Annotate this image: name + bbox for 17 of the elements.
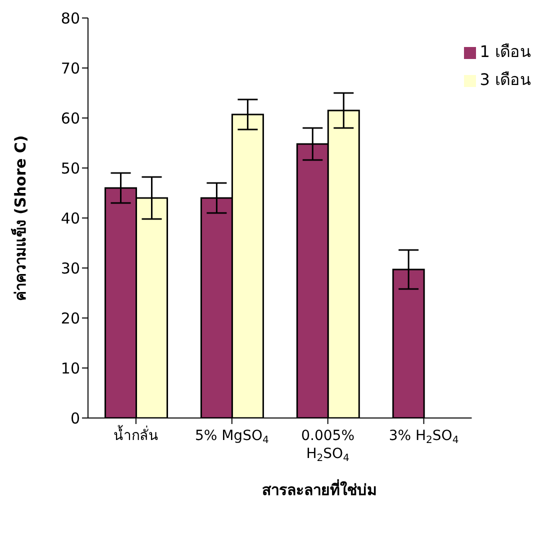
y-tick-label: 50 — [60, 159, 80, 178]
y-axis-title: ค่าความแข็ง (Shore C) — [10, 135, 30, 301]
x-tick-label: 0.005% H$_{2}$SO$_{4}$ — [301, 428, 355, 464]
x-tick-label: น้ำกลั่น — [113, 425, 158, 444]
y-tick-label: 70 — [60, 59, 80, 78]
y-tick-label: 30 — [60, 259, 80, 278]
x-axis-title: สารละลายที่ใช่บ่ม — [261, 478, 378, 501]
legend-label: 3 เดือน — [480, 70, 531, 89]
y-tick-label: 60 — [60, 109, 80, 128]
legend-label: 1 เดือน — [480, 42, 531, 61]
y-tick-label: 40 — [60, 209, 80, 228]
y-tick-label: 20 — [60, 309, 80, 328]
y-tick-label: 10 — [60, 359, 80, 378]
y-tick-label: 80 — [60, 9, 80, 28]
x-tick-label: 3% H$_{2}$SO$_{4}$ — [388, 428, 459, 446]
y-tick-label: 0 — [70, 409, 80, 428]
x-tick-label: 5% MgSO$_{4}$ — [194, 428, 269, 446]
